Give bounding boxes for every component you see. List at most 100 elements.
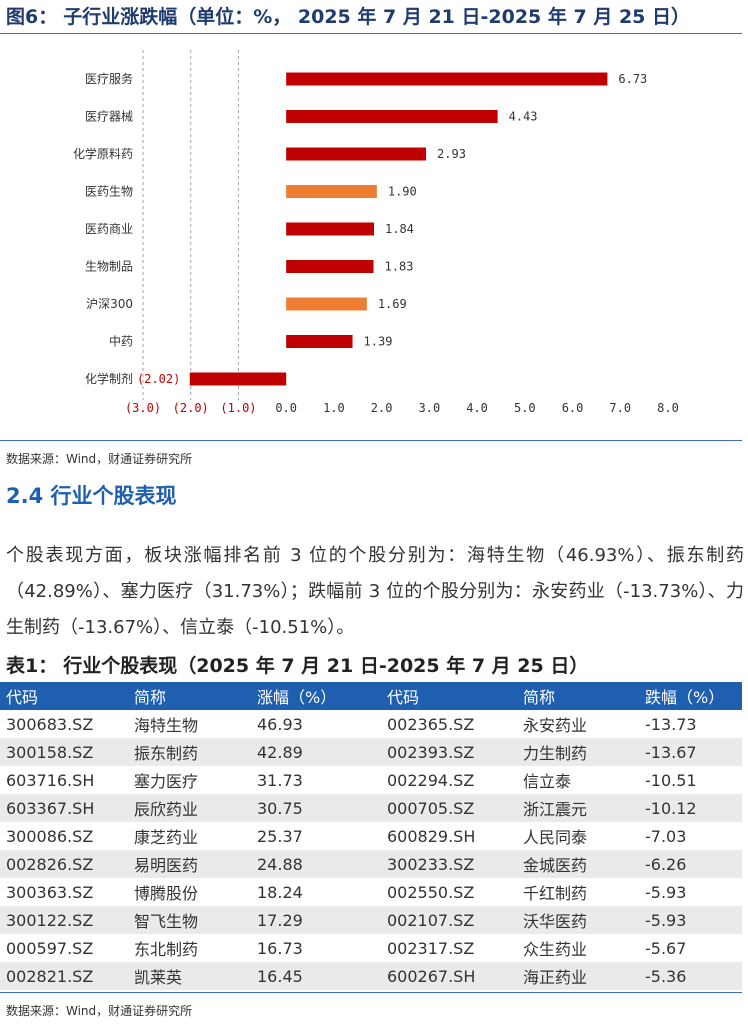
x-tick-label: 6.0 — [562, 401, 584, 415]
header-name: 简称 — [134, 688, 167, 707]
table-cell: 17.29 — [257, 910, 303, 930]
category-label: 生物制品 — [85, 260, 133, 274]
value-label: 1.39 — [364, 335, 393, 349]
x-tick-label: 0.0 — [275, 401, 297, 415]
table-cell: -13.73 — [645, 714, 697, 734]
bar — [286, 110, 498, 123]
bar — [286, 147, 427, 161]
value-label: 1.69 — [378, 297, 407, 311]
figure-title-text: 子行业涨跌幅（单位：%， 2025 年 7 月 21 日-2025 年 7 月 … — [63, 6, 691, 28]
table-cell: 300363.SZ — [6, 882, 94, 902]
category-label: 化学制剂 — [85, 371, 133, 386]
category-label: 沪深300 — [86, 297, 133, 311]
table-title-text: 行业个股表现（2025 年 7 月 21 日-2025 年 7 月 25 日） — [63, 655, 589, 677]
x-tick-label: (2.0) — [173, 401, 209, 415]
table-cell: 600267.SH — [387, 966, 476, 986]
category-label: 化学原料药 — [73, 146, 133, 161]
table-cell: 42.89 — [257, 742, 303, 762]
table-cell: 002317.SZ — [387, 938, 475, 958]
bar — [286, 222, 374, 236]
section-paragraph: 个股表现方面，板块涨幅排名前 3 位的个股分别为：海特生物（46.93%）、振东… — [6, 545, 744, 638]
table-cell: 人民同泰 — [523, 828, 588, 847]
table-cell: 31.73 — [257, 770, 303, 790]
table-cell: -10.51 — [645, 770, 697, 790]
table-cell: 易明医药 — [134, 856, 199, 875]
figure-label: 图6： — [6, 6, 58, 28]
table-cell: 永安药业 — [523, 716, 588, 735]
table-cell: 辰欣药业 — [134, 800, 199, 819]
bar-chart: (3.0) (2.0) (1.0) 0.0 1.0 2.0 3.0 4.0 5.0 6.0 7.0 8… — [73, 50, 679, 415]
x-tick-label: 4.0 — [466, 401, 488, 415]
table-cell: 002393.SZ — [387, 742, 475, 762]
table-cell: 600829.SH — [387, 826, 476, 846]
table-title: 表1： 行业个股表现（2025 年 7 月 21 日-2025 年 7 月 25 … — [6, 651, 594, 678]
table-cell: 金城医药 — [523, 856, 588, 875]
value-label: 2.93 — [437, 147, 466, 161]
table-cell: 凯莱英 — [134, 968, 183, 987]
table-header-row: 代码 简称 涨幅（%） 代码 简称 跌幅（%） — [0, 682, 742, 710]
stock-performance-table: 代码 简称 涨幅（%） 代码 简称 跌幅（%） 300683.SZ 海特生物 46.… — [0, 682, 742, 990]
table-cell: 002826.SZ — [6, 854, 94, 874]
table-cell: 18.24 — [257, 882, 303, 902]
table-cell: 智飞生物 — [134, 912, 199, 931]
table-row: 300086.SZ 康芝药业 25.37 600829.SH 人民同泰 -7.03 — [0, 822, 742, 850]
table-cell: 002365.SZ — [387, 714, 475, 734]
table-source: 数据来源：Wind，财通证券研究所 — [6, 1004, 193, 1018]
table-row: 002826.SZ 易明医药 24.88 300233.SZ 金城医药 -6.26 — [0, 850, 742, 878]
table-cell: 康芝药业 — [134, 828, 199, 847]
header-name: 简称 — [523, 688, 556, 707]
table-label: 表1： — [6, 655, 58, 677]
table-cell: 沃华医药 — [523, 912, 588, 931]
category-label: 医疗器械 — [85, 109, 133, 124]
category-label: 医疗服务 — [85, 71, 133, 86]
x-tick-label: 3.0 — [419, 401, 441, 415]
table-row: 300683.SZ 海特生物 46.93 002365.SZ 永安药业 -13.73 — [0, 710, 742, 738]
table-row: 300158.SZ 振东制药 42.89 002393.SZ 力生制药 -13.67 — [0, 738, 742, 766]
value-label: (2.02) — [137, 372, 180, 386]
x-tick-label: 8.0 — [657, 401, 679, 415]
value-label: 4.43 — [509, 110, 538, 124]
table-row: 603716.SH 塞力医疗 31.73 002294.SZ 信立泰 -10.51 — [0, 766, 742, 794]
figure-title-rule — [0, 33, 742, 34]
table-row: 603367.SH 辰欣药业 30.75 000705.SZ 浙江震元 -10.12 — [0, 794, 742, 822]
table-cell: 浙江震元 — [523, 800, 588, 819]
table-row: 000597.SZ 东北制药 16.73 002317.SZ 众生药业 -5.67 — [0, 934, 742, 962]
table-cell: -5.67 — [645, 938, 687, 958]
table-row: 300122.SZ 智飞生物 17.29 002107.SZ 沃华医药 -5.93 — [0, 906, 742, 934]
table-cell: -10.12 — [645, 798, 697, 818]
figure-source: 数据来源：Wind，财通证券研究所 — [6, 452, 193, 466]
table-cell: 002821.SZ — [6, 966, 94, 986]
table-cell: 300233.SZ — [387, 854, 475, 874]
table-bottom-rule — [0, 992, 742, 993]
table-cell: 塞力医疗 — [134, 772, 199, 791]
x-tick-label: (1.0) — [220, 401, 256, 415]
table-cell: 振东制药 — [134, 744, 199, 763]
bar — [189, 372, 287, 386]
table-cell: 300158.SZ — [6, 742, 94, 762]
x-tick-label: 1.0 — [323, 401, 345, 415]
table-cell: 16.73 — [257, 938, 303, 958]
table-cell: 002550.SZ — [387, 882, 475, 902]
figure-source-rule — [0, 440, 742, 441]
table-cell: 300122.SZ — [6, 910, 94, 930]
table-cell: 603716.SH — [6, 770, 95, 790]
value-label: 1.83 — [385, 260, 414, 274]
table-cell: 300086.SZ — [6, 826, 94, 846]
table-cell: -5.93 — [645, 882, 687, 902]
table-cell: 力生制药 — [523, 744, 588, 763]
x-tick-label: 5.0 — [514, 401, 536, 415]
table-cell: 海特生物 — [134, 716, 199, 735]
bar — [286, 297, 367, 311]
x-tick-label: 7.0 — [609, 401, 631, 415]
bar — [286, 260, 374, 273]
figure-title: 图6： 子行业涨跌幅（单位：%， 2025 年 7 月 21 日-2025 年 7… — [6, 2, 696, 29]
value-label: 6.73 — [618, 72, 647, 86]
section-heading: 2.4 行业个股表现 — [6, 484, 177, 508]
bar — [286, 72, 608, 86]
header-loss: 跌幅（%） — [645, 688, 725, 707]
header-code: 代码 — [387, 688, 420, 707]
x-tick-label: 2.0 — [371, 401, 393, 415]
category-label: 中药 — [109, 334, 133, 349]
table-cell: -7.03 — [645, 826, 687, 846]
table-cell: 46.93 — [257, 714, 303, 734]
